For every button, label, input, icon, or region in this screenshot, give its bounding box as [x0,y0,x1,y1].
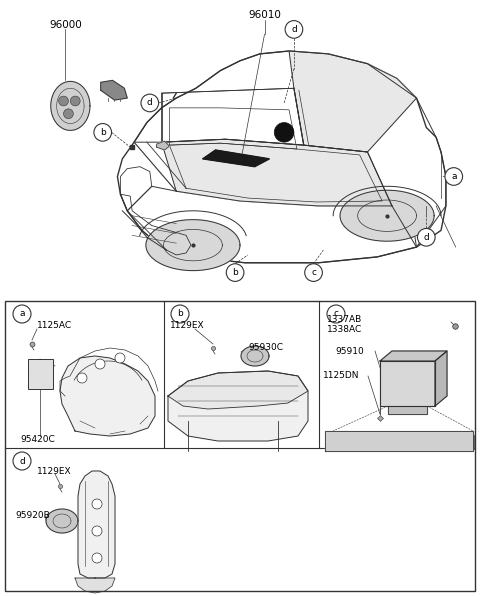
Polygon shape [289,51,417,152]
Circle shape [92,526,102,536]
Circle shape [13,305,31,323]
FancyBboxPatch shape [28,359,53,389]
Text: a: a [19,309,25,318]
Circle shape [92,553,102,563]
Circle shape [115,353,125,363]
Polygon shape [60,356,155,436]
Polygon shape [340,190,434,241]
Text: 1129EX: 1129EX [170,321,204,331]
Polygon shape [51,82,90,131]
Circle shape [71,96,80,106]
Polygon shape [118,51,446,263]
Text: 96010: 96010 [248,10,281,20]
Circle shape [94,123,111,141]
Text: d: d [423,233,429,242]
Circle shape [77,373,87,383]
Polygon shape [380,351,447,361]
Circle shape [95,359,105,369]
Text: d: d [19,457,25,465]
Circle shape [92,499,102,509]
Polygon shape [241,346,269,366]
Polygon shape [168,371,308,409]
Text: b: b [232,268,238,277]
Text: a: a [451,172,456,181]
Text: c: c [311,268,316,277]
Polygon shape [168,371,308,441]
Polygon shape [325,431,473,451]
Text: 1125DN: 1125DN [323,371,360,380]
Circle shape [63,109,73,119]
Polygon shape [101,80,127,100]
Text: c: c [334,309,338,318]
Circle shape [418,228,435,246]
Polygon shape [435,351,447,406]
Text: 95420C: 95420C [20,434,55,443]
Polygon shape [380,361,435,406]
Circle shape [59,96,69,106]
Polygon shape [203,150,269,167]
Polygon shape [156,141,169,150]
Polygon shape [78,471,115,578]
Circle shape [171,305,189,323]
Text: b: b [177,309,183,318]
Circle shape [274,123,294,142]
Text: d: d [147,98,153,107]
Text: 1338AC: 1338AC [327,325,362,334]
Circle shape [13,452,31,470]
Text: 1125AC: 1125AC [37,321,72,331]
Circle shape [327,305,345,323]
Polygon shape [46,509,78,533]
Polygon shape [146,220,240,271]
Text: 95910: 95910 [335,346,364,355]
Text: 96000: 96000 [49,20,82,30]
Text: 1337AB: 1337AB [327,315,362,324]
Polygon shape [388,406,427,414]
Circle shape [305,264,323,281]
Circle shape [285,21,303,38]
Circle shape [226,264,244,281]
Polygon shape [162,139,392,206]
Circle shape [445,167,463,185]
Polygon shape [75,578,115,593]
Text: 95920B: 95920B [15,511,50,520]
Text: d: d [291,25,297,34]
Text: b: b [100,128,106,137]
Circle shape [141,94,158,112]
Text: 1129EX: 1129EX [37,467,72,476]
Text: 95930C: 95930C [248,343,283,352]
